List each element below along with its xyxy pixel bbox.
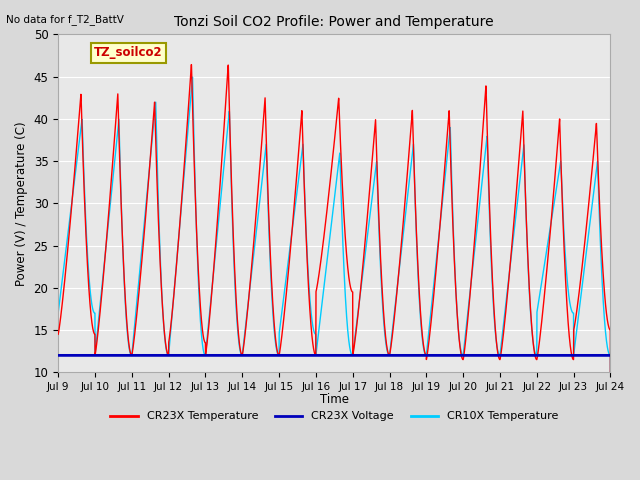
Y-axis label: Power (V) / Temperature (C): Power (V) / Temperature (C) <box>15 121 28 286</box>
Text: TZ_soilco2: TZ_soilco2 <box>94 46 163 59</box>
X-axis label: Time: Time <box>320 394 349 407</box>
Text: No data for f_T2_BattV: No data for f_T2_BattV <box>6 14 124 25</box>
Legend: CR23X Temperature, CR23X Voltage, CR10X Temperature: CR23X Temperature, CR23X Voltage, CR10X … <box>106 407 563 426</box>
Title: Tonzi Soil CO2 Profile: Power and Temperature: Tonzi Soil CO2 Profile: Power and Temper… <box>175 15 494 29</box>
